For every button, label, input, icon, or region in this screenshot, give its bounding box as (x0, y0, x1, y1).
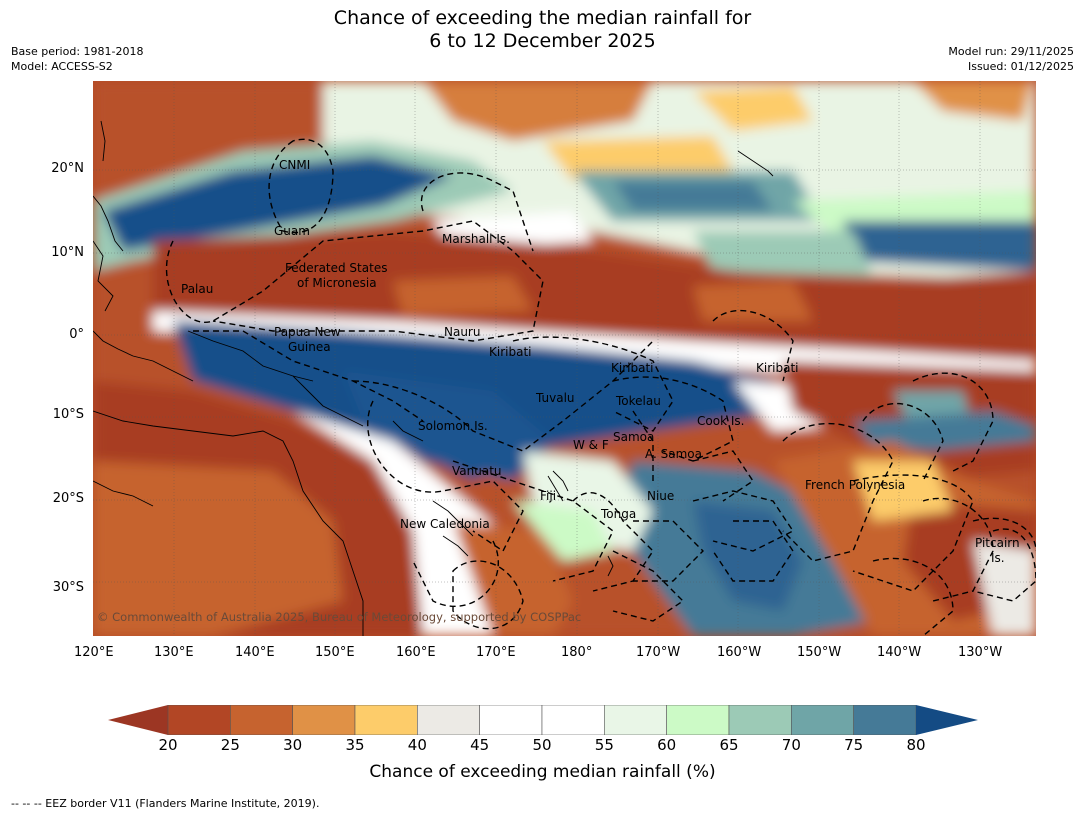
colorbar-tick-label: 55 (594, 736, 614, 754)
colorbar (108, 705, 978, 735)
label-palau: Palau (181, 282, 214, 296)
colorbar-tick-label: 60 (657, 736, 677, 754)
y-tick-30s: 30°S (52, 580, 84, 595)
colorbar-segment (666, 705, 730, 735)
x-tick-180: 180° (561, 645, 593, 660)
x-tick-130e: 130°E (154, 645, 194, 660)
colorbar-high-arrow (916, 705, 978, 735)
label-fsm-line2: of Micronesia (297, 276, 377, 290)
colorbar-segment (354, 705, 418, 735)
label-png-line2: Guinea (288, 340, 331, 354)
title-line-2: 6 to 12 December 2025 (429, 30, 656, 52)
y-tick-10n: 10°N (51, 245, 84, 260)
label-kiribati-central: Kiribati (611, 361, 654, 375)
label-niue: Niue (647, 489, 675, 503)
label-nauru: Nauru (444, 325, 481, 339)
label-new-caledonia: New Caledonia (400, 517, 490, 531)
label-png-line1: Papua New (274, 325, 341, 339)
x-tick-130w: 130°W (958, 645, 1003, 660)
label-fsm-line1: Federated States (285, 261, 388, 275)
colorbar-tick-label: 20 (158, 736, 178, 754)
colorbar-tick-label: 25 (220, 736, 240, 754)
label-guam: Guam (274, 224, 310, 238)
colorbar-tick-label: 35 (345, 736, 365, 754)
label-solomon-islands: Solomon Is. (418, 419, 488, 433)
x-tick-160e: 160°E (396, 645, 436, 660)
copyright-notice: © Commonwealth of Australia 2025, Bureau… (97, 610, 582, 624)
label-samoa: Samoa (613, 430, 655, 444)
colorbar-segment (791, 705, 854, 735)
colorbar-segment (417, 705, 480, 735)
label-fiji: Fiji (540, 489, 557, 503)
colorbar-segment (167, 705, 231, 735)
x-tick-140e: 140°E (235, 645, 275, 660)
colorbar-tick-label: 45 (470, 736, 490, 754)
colorbar-tick-label: 75 (844, 736, 864, 754)
colorbar-tick-label: 70 (781, 736, 801, 754)
colorbar-segment (292, 705, 356, 735)
x-tick-170w: 170°W (636, 645, 681, 660)
label-french-polynesia: French Polynesia (805, 478, 906, 492)
label-vanuatu: Vanuatu (452, 464, 502, 478)
meta-left: Base period: 1981-2018 Model: ACCESS-S2 (11, 44, 143, 74)
title-line-1: Chance of exceeding the median rainfall … (333, 7, 752, 29)
label-wallis-futuna: W & F (573, 438, 609, 452)
meta-right: Model run: 29/11/2025 Issued: 01/12/2025 (948, 44, 1074, 74)
label-tonga: Tonga (601, 507, 637, 521)
issued-date: Issued: 01/12/2025 (967, 60, 1074, 73)
chart-title: Chance of exceeding the median rainfall … (0, 7, 1085, 53)
label-marshall-islands: Marshall Is. (442, 232, 510, 246)
label-tokelau: Tokelau (616, 394, 661, 408)
x-tick-140w: 140°W (877, 645, 922, 660)
colorbar-tick-label: 40 (407, 736, 427, 754)
model-run: Model run: 29/11/2025 (948, 45, 1074, 58)
label-pitcairn-line1: Pitcairn (975, 536, 1020, 550)
colorbar-segment (604, 705, 667, 735)
colorbar-tick-label: 50 (532, 736, 552, 754)
y-tick-20n: 20°N (51, 161, 84, 176)
label-cnmi: CNMI (279, 158, 311, 172)
label-cook-islands: Cook Is. (697, 414, 745, 428)
label-kiribati-west: Kiribati (489, 345, 532, 359)
model-name: Model: ACCESS-S2 (11, 60, 113, 73)
colorbar-tick-label: 30 (283, 736, 303, 754)
label-pitcairn-line2: Is. (991, 551, 1005, 565)
y-tick-10s: 10°S (52, 407, 84, 422)
colorbar-segment (230, 705, 293, 735)
colorbar-segment (728, 705, 792, 735)
y-tick-0: 0° (69, 327, 84, 342)
x-tick-150e: 150°E (315, 645, 355, 660)
label-american-samoa: A. Samoa (645, 447, 702, 461)
label-tuvalu: Tuvalu (536, 391, 575, 405)
colorbar-tick-label: 80 (906, 736, 926, 754)
colorbar-segment (541, 705, 605, 735)
base-period: Base period: 1981-2018 (11, 45, 144, 58)
x-tick-170e: 170°E (476, 645, 516, 660)
label-kiribati-east: Kiribati (756, 361, 799, 375)
colorbar-segment (479, 705, 543, 735)
x-tick-120e: 120°E (74, 645, 114, 660)
y-tick-20s: 20°S (52, 491, 84, 506)
map-shading (93, 81, 1036, 636)
x-tick-160w: 160°W (717, 645, 762, 660)
rainfall-map: CNMI Guam Marshall Is. Federated States … (93, 81, 1036, 636)
eez-footnote: -- -- -- EEZ border V11 (Flanders Marine… (11, 797, 320, 810)
x-tick-150w: 150°W (797, 645, 842, 660)
colorbar-segment (853, 705, 917, 735)
colorbar-title: Chance of exceeding median rainfall (%) (369, 762, 716, 782)
colorbar-tick-label: 65 (719, 736, 739, 754)
colorbar-low-arrow (108, 705, 168, 735)
